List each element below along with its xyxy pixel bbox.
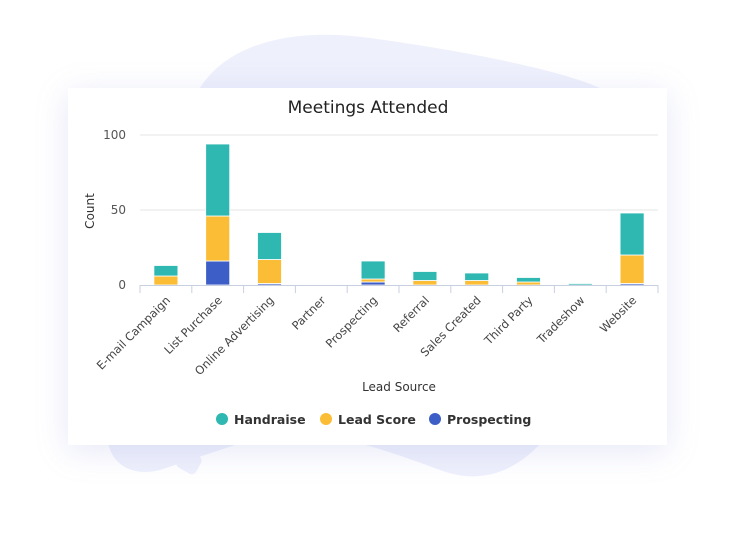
legend-label: Handraise xyxy=(234,412,306,427)
bar-segment[interactable] xyxy=(153,265,179,277)
bar-segment[interactable] xyxy=(205,143,231,217)
legend-item[interactable]: Prospecting xyxy=(429,412,531,427)
legend-swatch xyxy=(320,413,332,425)
x-axis-label: Lead Source xyxy=(362,380,436,394)
x-axis xyxy=(139,285,659,293)
bar-segment[interactable] xyxy=(257,232,282,260)
legend-label: Prospecting xyxy=(447,412,531,427)
y-tick-label: 50 xyxy=(111,203,126,217)
x-tick-label: Website xyxy=(597,293,639,335)
bar-segment[interactable] xyxy=(567,283,593,286)
x-tick-label: Tradeshow xyxy=(534,293,588,347)
x-tick-label: Prospecting xyxy=(323,293,380,350)
legend-swatch xyxy=(429,413,441,425)
bar-segment[interactable] xyxy=(257,259,282,284)
bar-segment[interactable] xyxy=(464,272,490,281)
bar-segment[interactable] xyxy=(516,281,541,286)
bar-segment[interactable] xyxy=(412,280,438,286)
bar-segment[interactable] xyxy=(412,271,438,281)
bar-segment[interactable] xyxy=(360,260,386,280)
chart-title: Meetings Attended xyxy=(288,98,449,118)
bar-segment[interactable] xyxy=(360,278,386,283)
bar-segment[interactable] xyxy=(619,254,645,284)
legend-item[interactable]: Handraise xyxy=(216,412,306,427)
bar-segment[interactable] xyxy=(464,280,490,286)
y-axis-label: Count xyxy=(83,193,97,229)
bars xyxy=(153,143,645,286)
x-tick-label: Partner xyxy=(289,293,329,333)
y-tick-label: 100 xyxy=(103,128,126,142)
legend-label: Lead Score xyxy=(338,412,416,427)
bar-segment[interactable] xyxy=(205,260,231,286)
legend-swatch xyxy=(216,413,228,425)
x-tick-label: Third Party xyxy=(481,293,536,348)
legend[interactable]: Handraise Lead Score Prospecting xyxy=(216,412,531,427)
x-tick-label: Referral xyxy=(390,293,432,335)
y-tick-label: 0 xyxy=(118,278,126,292)
x-tick-label: E-mail Campaign xyxy=(94,293,173,372)
legend-item[interactable]: Lead Score xyxy=(320,412,416,427)
bar-segment[interactable] xyxy=(516,277,541,283)
bar-segment[interactable] xyxy=(205,215,231,262)
bar-segment[interactable] xyxy=(153,275,179,286)
bar-segment[interactable] xyxy=(360,281,386,286)
bar-segment[interactable] xyxy=(619,212,645,256)
y-axis-ticks: 0 50 100 xyxy=(103,128,126,292)
